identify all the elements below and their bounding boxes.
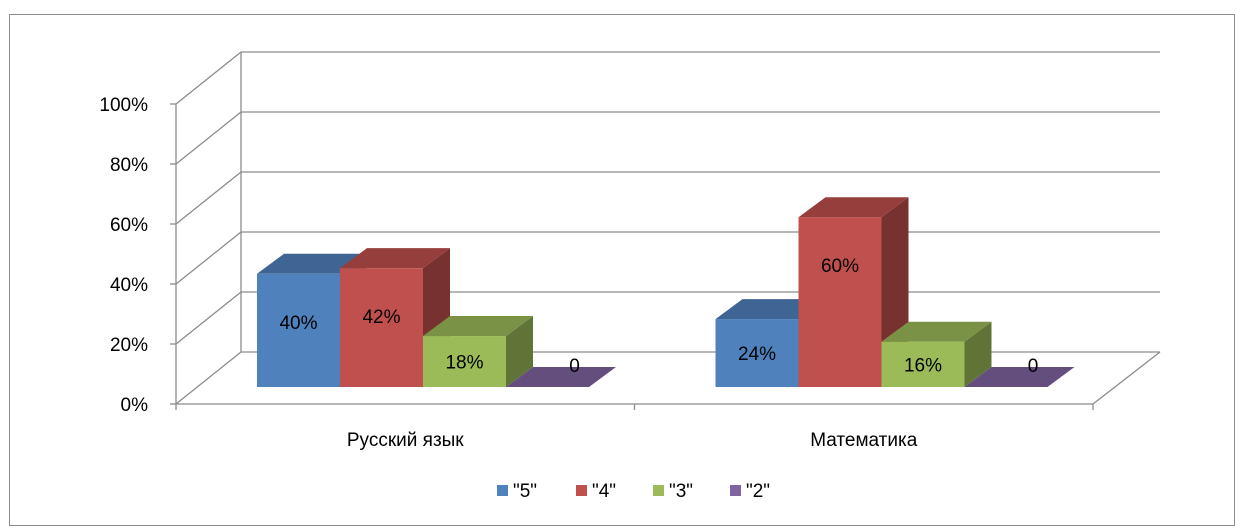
legend-swatch	[730, 485, 741, 496]
y-tick-label: 80%	[110, 155, 148, 176]
y-tick-label: 60%	[110, 215, 148, 236]
x-tick-label: Русский язык	[347, 430, 464, 451]
y-tick-label: 20%	[110, 335, 148, 356]
y-tick-label: 40%	[110, 275, 148, 296]
y-tick-label: 0%	[121, 395, 149, 416]
x-tick-label: Математика	[810, 430, 918, 451]
floor-right-edge	[1093, 352, 1160, 404]
legend-label: "4"	[592, 481, 616, 502]
legend-label: "2"	[746, 481, 770, 502]
data-label: 18%	[445, 353, 483, 374]
side-gridline	[176, 232, 241, 284]
bar	[799, 217, 882, 387]
legend-swatch	[576, 485, 587, 496]
side-gridline	[176, 292, 241, 344]
data-label: 0	[1028, 356, 1039, 377]
data-label: 60%	[821, 256, 859, 277]
data-label: 16%	[904, 355, 942, 376]
legend-swatch	[653, 485, 664, 496]
legend-swatch	[497, 485, 508, 496]
y-tick-label: 100%	[99, 95, 148, 116]
side-gridline	[176, 352, 241, 404]
legend-label: "5"	[513, 481, 537, 502]
data-label: 40%	[279, 313, 317, 334]
side-gridline	[176, 112, 241, 164]
data-label: 0	[569, 356, 580, 377]
side-gridline	[176, 172, 241, 224]
side-gridline	[176, 52, 241, 104]
data-label: 24%	[738, 344, 776, 365]
legend-label: "3"	[669, 481, 693, 502]
data-label: 42%	[362, 307, 400, 328]
